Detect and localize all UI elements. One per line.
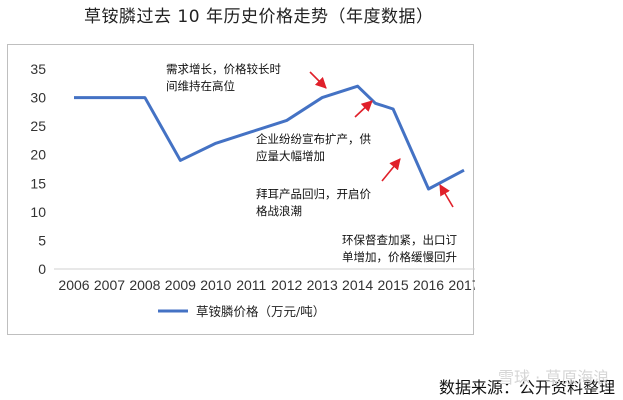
annotation-arrow bbox=[354, 100, 373, 118]
x-tick-label: 2007 bbox=[94, 277, 125, 293]
annotation-text: 环保督查加紧，出口订 bbox=[342, 233, 457, 247]
annotation-text: 企业纷纷宣布扩产，供 bbox=[256, 132, 371, 146]
source-note: 数据来源：公开资料整理 bbox=[438, 378, 615, 397]
series-layer bbox=[74, 84, 465, 191]
x-tick-label: 2008 bbox=[129, 277, 160, 293]
y-tick-label: 5 bbox=[38, 232, 46, 248]
x-tick-label: 2011 bbox=[236, 277, 266, 293]
y-tick-label: 35 bbox=[30, 61, 46, 77]
price-line-chart: 0 5 10 15 20 25 30 35 2006 2007 2008 2009 2010 2011 2… bbox=[30, 61, 475, 319]
annotation-arrow bbox=[381, 158, 401, 182]
y-tick-label: 30 bbox=[30, 90, 46, 106]
annotation-text: 间维持在高位 bbox=[166, 79, 235, 93]
annotation-text: 单增加，价格缓慢回升 bbox=[342, 250, 457, 264]
y-tick-label: 20 bbox=[30, 147, 46, 163]
watermark: 雪球 · 草原海浪 bbox=[498, 368, 610, 387]
y-axis-ticks: 0 5 10 15 20 25 30 35 bbox=[30, 61, 46, 277]
x-tick-label: 2016 bbox=[413, 277, 444, 293]
chart-frame: 0 5 10 15 20 25 30 35 2006 2007 2008 2009 2010 2011 2… bbox=[7, 44, 475, 335]
annotation-arrow bbox=[309, 71, 327, 89]
x-tick-label: 2012 bbox=[271, 277, 302, 293]
x-tick-label: 2017 bbox=[448, 277, 475, 293]
legend-label: 草铵膦价格（万元/吨） bbox=[196, 304, 325, 319]
x-axis-ticks: 2006 2007 2008 2009 2010 2011 2012 2013 2014 2015… bbox=[58, 277, 475, 293]
annotation-arrow bbox=[439, 184, 454, 208]
legend: 草铵膦价格（万元/吨） bbox=[158, 304, 325, 319]
x-tick-label: 2010 bbox=[200, 277, 231, 293]
annotation-text: 应量大幅增加 bbox=[256, 149, 325, 163]
y-tick-label: 25 bbox=[30, 118, 46, 134]
y-tick-label: 10 bbox=[30, 204, 46, 220]
annotation-text: 格战浪潮 bbox=[256, 204, 302, 218]
annotation-text: 需求增长，价格较长时 bbox=[166, 62, 281, 76]
annotation-text: 拜耳产品回归，开启价 bbox=[256, 187, 371, 201]
x-tick-label: 2009 bbox=[165, 277, 196, 293]
x-tick-label: 2006 bbox=[58, 277, 89, 293]
x-tick-label: 2015 bbox=[378, 277, 409, 293]
page-title: 草铵膦过去 10 年历史价格走势（年度数据） bbox=[84, 7, 434, 27]
x-tick-label: 2014 bbox=[342, 277, 373, 293]
series-line bbox=[74, 84, 465, 191]
y-tick-label: 0 bbox=[38, 261, 46, 277]
annotation-layer: 需求增长，价格较长时间维持在高位企业纷纷宣布扩产，供应量大幅增加拜耳产品回归，开… bbox=[166, 62, 457, 264]
x-tick-label: 2013 bbox=[307, 277, 338, 293]
y-tick-label: 15 bbox=[30, 175, 46, 191]
